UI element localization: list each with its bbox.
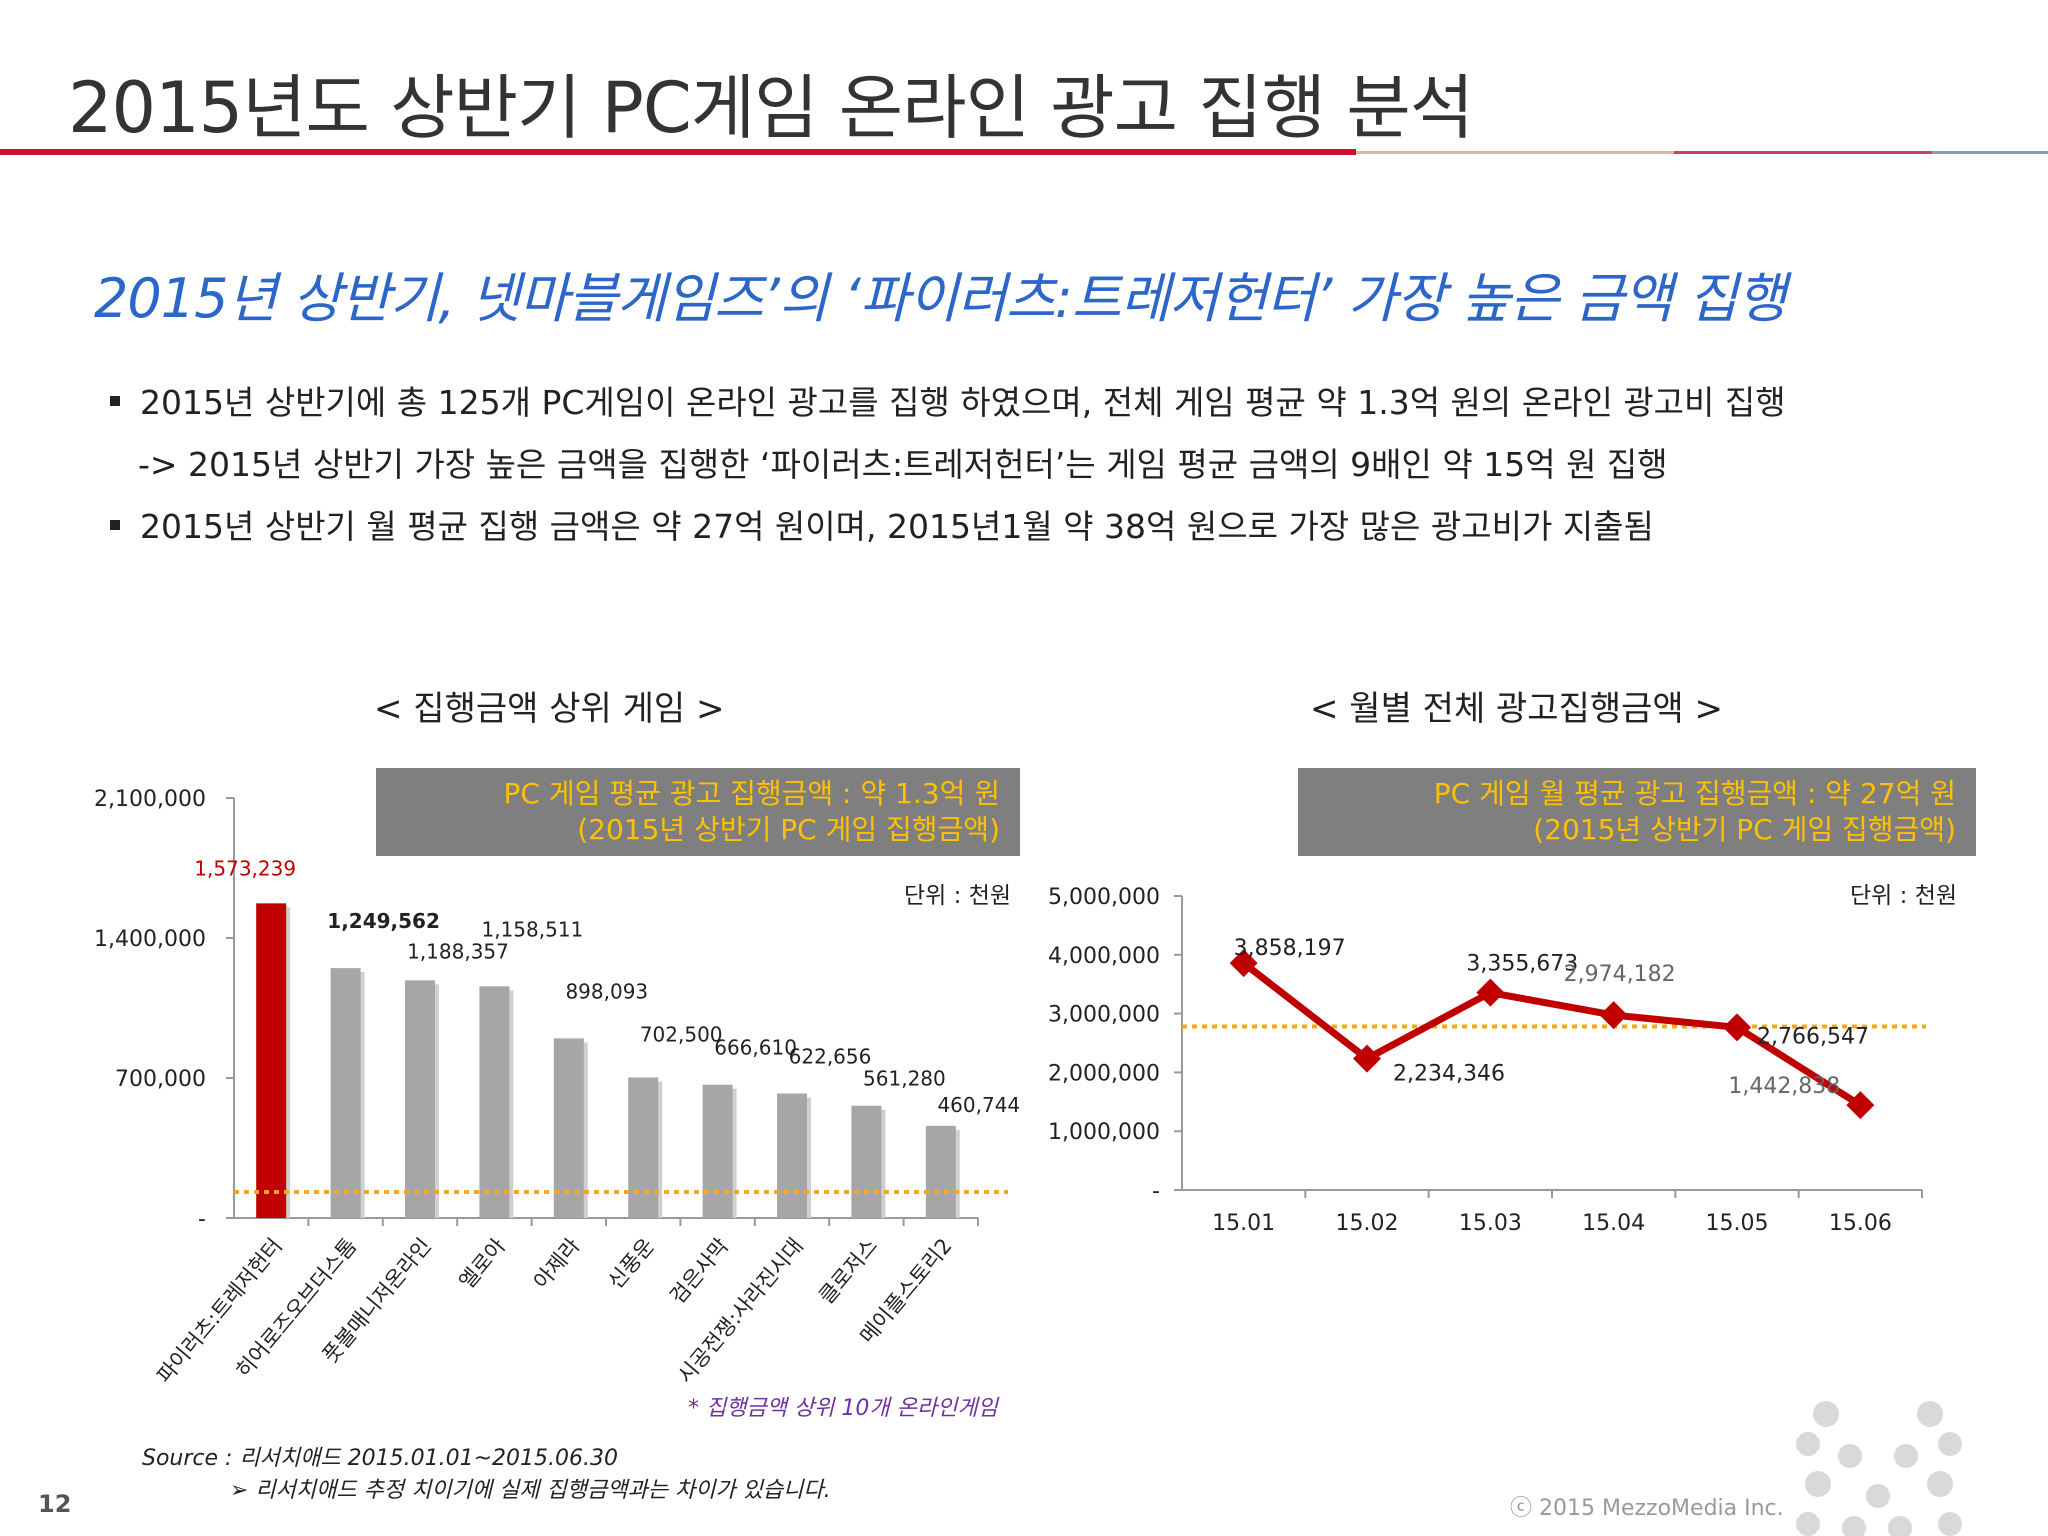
line-chart-title: < 월별 전체 광고집행금액 >	[1310, 689, 1724, 729]
line-category-label: 15.04	[1582, 1211, 1645, 1236]
line-chart-unit: 단위 : 천원	[1850, 883, 1958, 909]
line-value-label: 3,355,673	[1466, 952, 1578, 977]
bar-value-label: 1,188,357	[407, 939, 509, 963]
bar	[405, 980, 435, 1218]
banner-line: PC 게임 월 평균 광고 집행금액 : 약 27억 원	[1433, 777, 1956, 810]
bar-category-label: 검은사막	[665, 1234, 733, 1309]
bar-value-label: 666,610	[714, 1036, 797, 1060]
bullet-text: 2015년 상반기 월 평균 집행 금액은 약 27억 원이며, 2015년1월…	[140, 507, 1654, 546]
line-category-label: 15.03	[1459, 1211, 1522, 1236]
line-y-tick-label: 5,000,000	[1048, 885, 1160, 910]
bar-category-label: 시공전쟁:사라진시대	[673, 1234, 808, 1388]
bar	[553, 1038, 584, 1218]
bar	[330, 968, 361, 1218]
bar	[702, 1084, 733, 1218]
bullet-item: 2015년 상반기에 총 125개 PC게임이 온라인 광고를 집행 하였으며,…	[110, 376, 1786, 424]
bar	[479, 986, 510, 1218]
line-chart-banner: PC 게임 월 평균 광고 집행금액 : 약 27억 원 (2015년 상반기 …	[1298, 768, 1976, 856]
title-rule-segment	[1356, 151, 1674, 154]
line-y-tick-label: 1,000,000	[1048, 1120, 1160, 1145]
bar-value-label: 561,280	[863, 1067, 946, 1091]
bar-chart-unit: 단위 : 천원	[904, 883, 1012, 909]
banner-line: (2015년 상반기 PC 게임 집행금액)	[577, 813, 1000, 846]
bar	[628, 1077, 659, 1218]
bar-value-label: 1,573,239	[194, 856, 296, 880]
line-category-label: 15.01	[1212, 1211, 1275, 1236]
title-rule-segment	[1674, 151, 1932, 154]
bar-value-label: 898,093	[565, 979, 648, 1003]
title-rule-segment	[1932, 151, 2048, 154]
bar-category-label: 아제라	[529, 1234, 585, 1294]
bar-category-label: 파이러츠:트레저헌터	[152, 1234, 287, 1388]
bar-value-label: 702,500	[640, 1023, 723, 1047]
line-series	[1241, 960, 1863, 1109]
line-point	[1353, 1044, 1381, 1073]
line-y-tick-label: 4,000,000	[1048, 944, 1160, 969]
bar-chart-banner: PC 게임 평균 광고 집행금액 : 약 1.3억 원 (2015년 상반기 P…	[376, 768, 1020, 856]
bullet-square-icon	[110, 519, 120, 530]
line-category-label: 15.06	[1829, 1211, 1892, 1236]
line-y-tick-label: 2,000,000	[1048, 1061, 1160, 1086]
bar-value-label: 622,656	[789, 1044, 872, 1068]
bullet-text: -> 2015년 상반기 가장 높은 금액을 집행한 ‘파이러츠:트레저헌터’는…	[138, 445, 1668, 484]
headline: 2015년 상반기, 넷마블게임즈’의 ‘파이러츠:트레저헌터’ 가장 높은 금…	[94, 267, 1786, 330]
bar-chart-title: < 집행금액 상위 게임 >	[374, 689, 725, 729]
bar-category-label: 클로저스	[814, 1234, 882, 1309]
bar-y-tick-label: 2,100,000	[94, 787, 206, 812]
bar-value-label: 1,249,562	[327, 909, 440, 933]
line-point	[1723, 1013, 1751, 1042]
line-y-tick-label: -	[1152, 1179, 1160, 1204]
banner-line: PC 게임 평균 광고 집행금액 : 약 1.3억 원	[503, 777, 1000, 810]
line-value-label: 2,974,182	[1564, 962, 1676, 987]
line-category-label: 15.02	[1336, 1211, 1399, 1236]
bullet-text: 2015년 상반기에 총 125개 PC게임이 온라인 광고를 집행 하였으며,…	[140, 383, 1786, 422]
bullet-item: 2015년 상반기 월 평균 집행 금액은 약 27억 원이며, 2015년1월…	[110, 500, 1654, 548]
line-point	[1846, 1091, 1875, 1120]
source-text: Source : 리서치애드 2015.01.01~2015.06.30	[142, 1446, 618, 1471]
bar-y-tick-label: 700,000	[115, 1067, 206, 1092]
title-rule	[0, 149, 1356, 155]
page-number: 12	[38, 1490, 72, 1518]
line-category-label: 15.05	[1706, 1211, 1769, 1236]
bar-y-tick-label: 1,400,000	[94, 927, 206, 952]
bar	[777, 1093, 807, 1218]
bullet-subitem: -> 2015년 상반기 가장 높은 금액을 집행한 ‘파이러츠:트레저헌터’는…	[138, 438, 1668, 486]
bullet-square-icon	[110, 395, 120, 406]
bar-category-label: 신풍운	[603, 1234, 659, 1294]
line-value-label: 2,234,346	[1393, 1062, 1505, 1087]
line-y-tick-label: 3,000,000	[1048, 1003, 1160, 1028]
bar-value-label: 1,158,511	[482, 917, 584, 941]
bar-chart-footnote: * 집행금액 상위 10개 온라인게임	[688, 1396, 998, 1421]
banner-line: (2015년 상반기 PC 게임 집행금액)	[1533, 813, 1956, 846]
line-point	[1476, 978, 1505, 1007]
copyright: ⓒ 2015 MezzoMedia Inc.	[1510, 1496, 1784, 1521]
bar-category-label: 엘로아	[455, 1234, 511, 1294]
line-value-label: 3,858,197	[1234, 936, 1346, 961]
line-point	[1599, 1001, 1628, 1030]
bar	[925, 1125, 956, 1218]
mezzo-logo-icon	[1796, 1401, 1962, 1536]
bar	[256, 903, 287, 1218]
line-point	[1229, 949, 1258, 978]
bar-y-tick-label: -	[198, 1207, 206, 1232]
page-title: 2015년도 상반기 PC게임 온라인 광고 집행 분석	[68, 67, 1474, 149]
line-value-label: 1,442,838	[1728, 1074, 1840, 1099]
line-value-label: 2,766,547	[1757, 1024, 1869, 1049]
note-text: ➢ 리서치애드 추정 치이기에 실제 집행금액과는 차이가 있습니다.	[230, 1478, 831, 1503]
bar-value-label: 460,744	[937, 1093, 1020, 1117]
bar	[851, 1105, 882, 1218]
